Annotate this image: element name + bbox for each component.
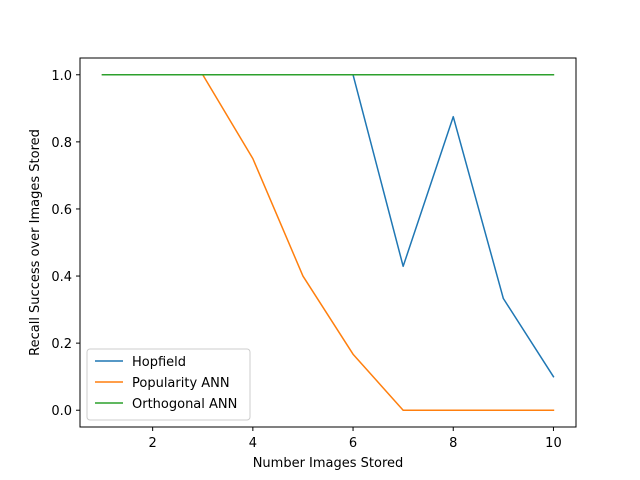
y-axis-label: Recall Success over Images Stored	[28, 129, 43, 356]
x-tick-label: 4	[249, 436, 257, 451]
legend-label-orthogonal-ann: Orthogonal ANN	[132, 397, 237, 412]
x-axis-label: Number Images Stored	[253, 456, 404, 471]
axes-frame	[79, 57, 577, 428]
legend-label-popularity-ann: Popularity ANN	[132, 376, 230, 391]
legend-items: Hopfield Popularity ANN Orthogonal ANN	[95, 355, 237, 412]
x-axis-ticks: 2 4 6 8 10	[149, 427, 562, 451]
x-tick-label: 2	[149, 436, 157, 451]
y-tick-label: 1.0	[51, 69, 72, 84]
x-tick-label: 8	[449, 436, 457, 451]
y-tick-label: 0.2	[51, 337, 72, 352]
y-tick-label: 0.0	[51, 404, 72, 419]
x-tick-label: 10	[545, 436, 562, 451]
y-axis-ticks: 0.0 0.2 0.4 0.6 0.8 1.0	[51, 69, 80, 419]
legend: Hopfield Popularity ANN Orthogonal ANN	[86, 348, 251, 421]
legend-label-hopfield: Hopfield	[132, 355, 186, 370]
y-tick-label: 0.8	[51, 136, 72, 151]
plot-area	[101, 74, 555, 411]
y-tick-label: 0.6	[51, 203, 72, 218]
x-tick-label: 6	[349, 436, 357, 451]
legend-box	[86, 348, 251, 421]
y-tick-label: 0.4	[51, 270, 72, 285]
